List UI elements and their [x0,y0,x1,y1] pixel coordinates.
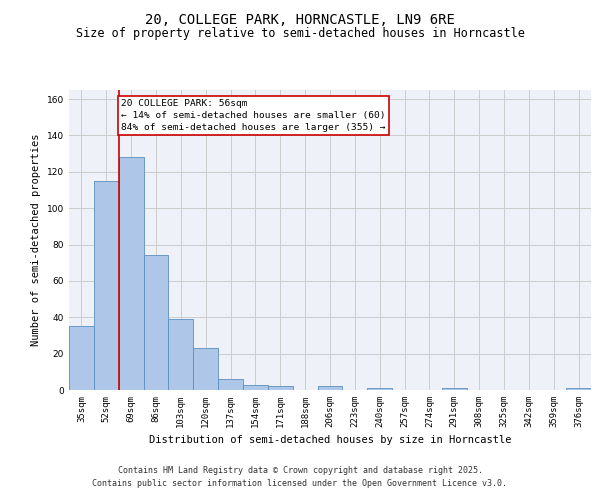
Bar [442,388,467,390]
Bar [367,388,392,390]
Bar [193,348,218,390]
Text: Contains HM Land Registry data © Crown copyright and database right 2025.
Contai: Contains HM Land Registry data © Crown c… [92,466,508,487]
Bar [69,326,94,390]
Bar [317,386,343,390]
Bar [94,181,119,390]
Bar [143,256,169,390]
Bar [169,319,193,390]
Bar [566,388,591,390]
Bar [243,384,268,390]
Y-axis label: Number of semi-detached properties: Number of semi-detached properties [31,134,41,346]
X-axis label: Distribution of semi-detached houses by size in Horncastle: Distribution of semi-detached houses by … [149,436,511,446]
Text: 20 COLLEGE PARK: 56sqm
← 14% of semi-detached houses are smaller (60)
84% of sem: 20 COLLEGE PARK: 56sqm ← 14% of semi-det… [121,99,386,132]
Bar [268,386,293,390]
Text: Size of property relative to semi-detached houses in Horncastle: Size of property relative to semi-detach… [76,28,524,40]
Text: 20, COLLEGE PARK, HORNCASTLE, LN9 6RE: 20, COLLEGE PARK, HORNCASTLE, LN9 6RE [145,12,455,26]
Bar [218,379,243,390]
Bar [119,158,143,390]
